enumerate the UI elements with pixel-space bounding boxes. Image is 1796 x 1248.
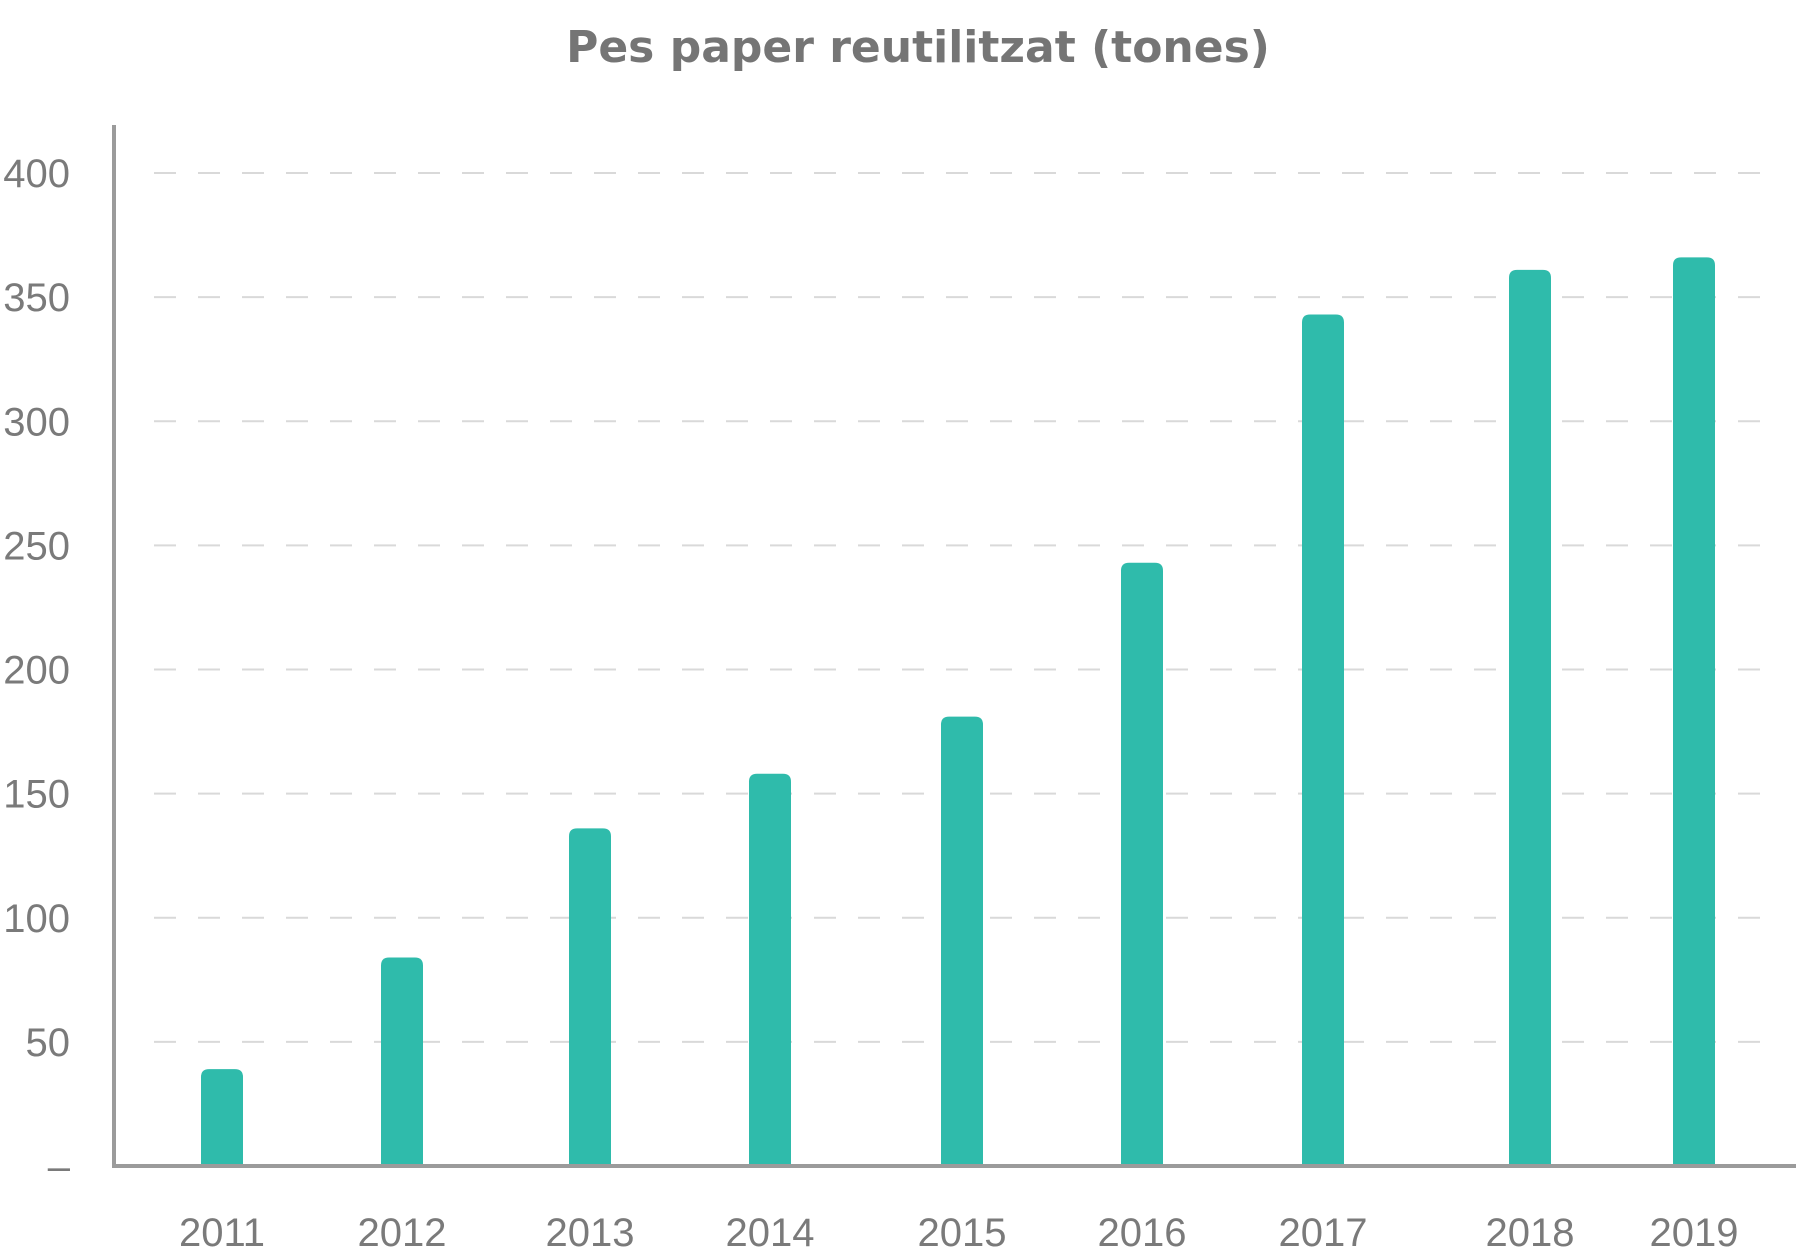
bar-2014 [749,773,791,1168]
y-axis-tick-labels: – 50 100 150 200 250 300 350 400 [3,152,71,1189]
bar-2013 [569,828,611,1168]
y-tick-label: 300 [3,400,70,444]
y-tick-label: 150 [3,773,70,817]
bar-2012 [381,957,423,1168]
bar-2011 [201,1069,243,1168]
y-tick-label: 200 [3,649,70,693]
x-tick-label: 2013 [546,1211,635,1248]
x-tick-label: 2018 [1486,1211,1575,1248]
bar-2017 [1302,314,1344,1168]
x-tick-label: 2014 [726,1211,815,1248]
bar-2018 [1509,269,1551,1168]
x-tick-label: 2011 [179,1211,265,1248]
x-tick-label: 2019 [1650,1211,1739,1248]
x-axis-tick-labels: 2011 2012 2013 2014 2015 2016 2017 2018 2019 [179,1211,1739,1248]
bar-2016 [1121,562,1163,1168]
y-tick-label: 100 [3,897,70,941]
y-tick-label: 50 [26,1021,71,1065]
x-tick-label: 2012 [358,1211,447,1248]
y-tick-label: – [48,1145,71,1189]
bar-2015 [941,716,983,1168]
bar-2019 [1673,257,1715,1168]
chart-title: Pes paper reutilitzat (tones) [566,22,1270,73]
x-tick-label: 2017 [1279,1211,1368,1248]
y-tick-label: 400 [3,152,70,196]
y-tick-label: 350 [3,276,70,320]
x-tick-label: 2015 [918,1211,1007,1248]
x-tick-label: 2016 [1098,1211,1187,1248]
bars [201,257,1715,1168]
y-tick-label: 250 [3,524,70,568]
